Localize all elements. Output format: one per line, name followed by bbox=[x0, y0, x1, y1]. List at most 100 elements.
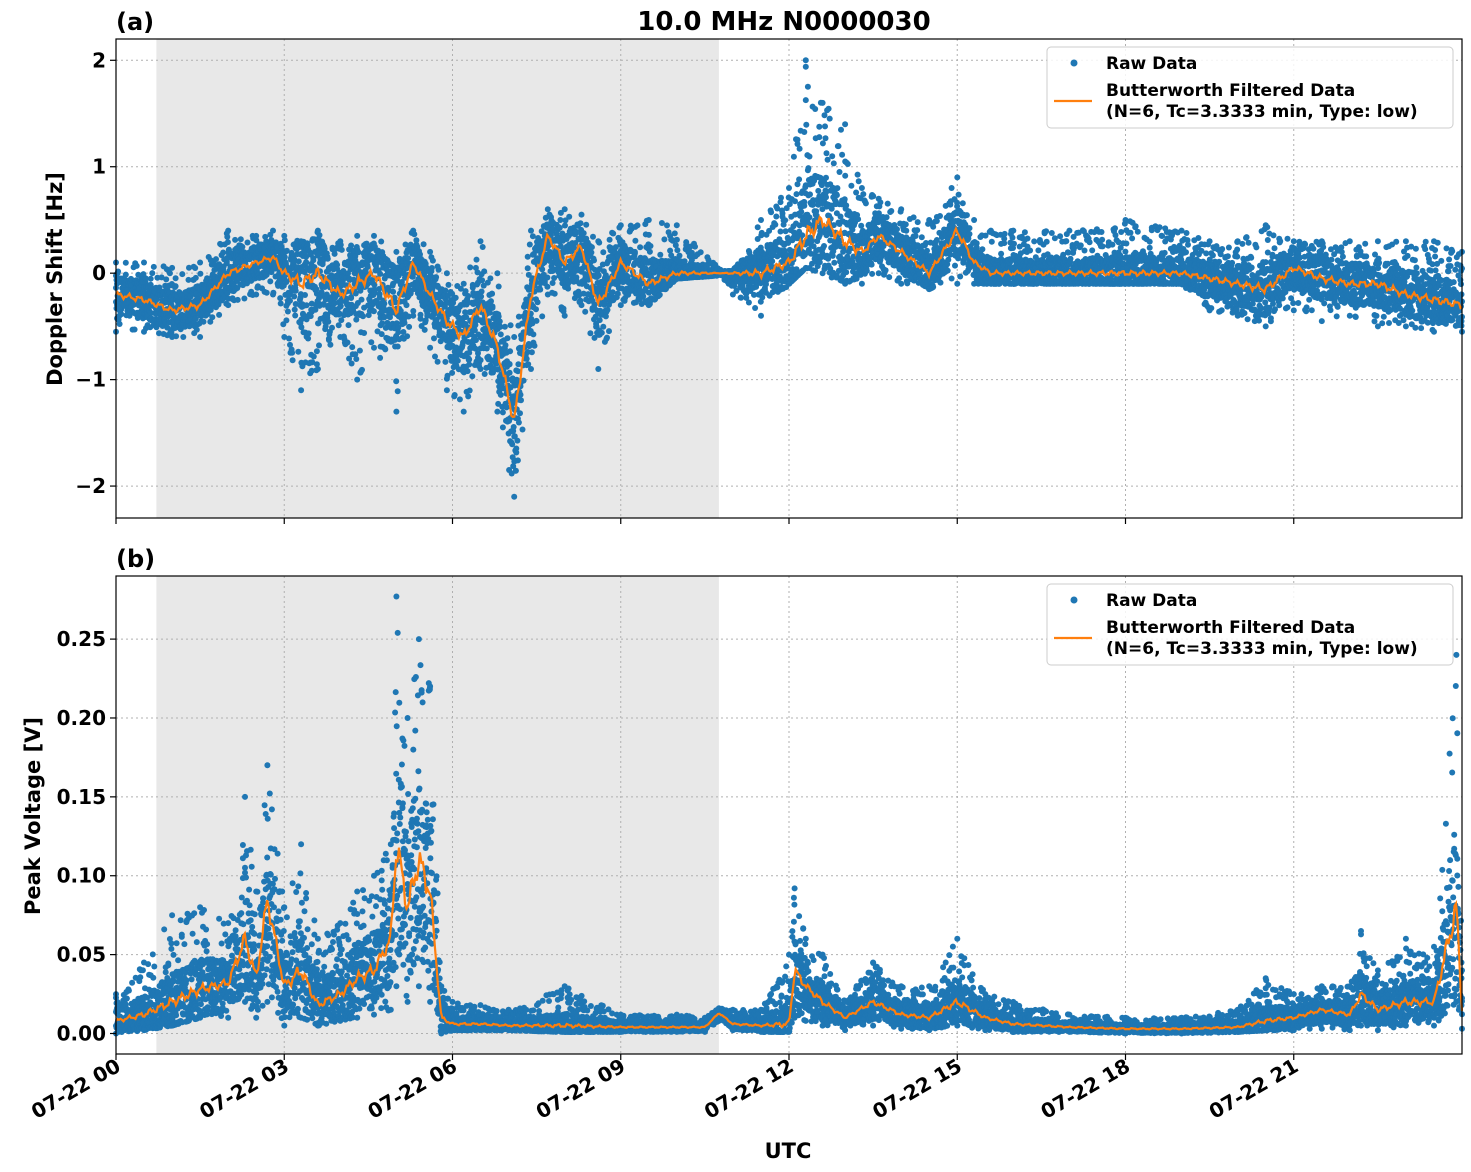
raw-data-point bbox=[557, 217, 564, 223]
raw-data-point bbox=[930, 223, 937, 230]
raw-data-point bbox=[292, 287, 299, 294]
raw-data-point bbox=[131, 326, 138, 333]
raw-data-point bbox=[150, 263, 157, 270]
raw-data-point bbox=[466, 387, 473, 394]
raw-data-point bbox=[452, 294, 459, 301]
raw-data-point bbox=[896, 275, 903, 282]
raw-data-point bbox=[792, 198, 798, 205]
raw-data-point bbox=[325, 318, 332, 325]
raw-data-point bbox=[496, 318, 503, 325]
raw-data-point bbox=[583, 221, 590, 228]
raw-data-point bbox=[364, 263, 371, 270]
raw-data-point bbox=[395, 329, 402, 336]
raw-data-point bbox=[805, 165, 812, 172]
chart-title: 10.0 MHz N0000030 bbox=[637, 7, 930, 37]
raw-data-point bbox=[517, 410, 523, 417]
raw-data-point bbox=[507, 322, 514, 329]
raw-data-point bbox=[544, 274, 551, 281]
raw-data-point bbox=[914, 227, 921, 234]
raw-data-point bbox=[344, 339, 351, 346]
raw-data-point bbox=[843, 269, 850, 276]
raw-data-point bbox=[241, 295, 248, 302]
raw-data-point bbox=[277, 295, 284, 302]
raw-data-point bbox=[796, 145, 803, 152]
raw-data-point bbox=[313, 286, 320, 293]
raw-data-point bbox=[413, 237, 420, 244]
raw-data-point bbox=[631, 248, 638, 255]
raw-data-point bbox=[479, 244, 486, 250]
raw-data-point bbox=[752, 305, 759, 311]
raw-data-point bbox=[172, 275, 179, 282]
raw-data-point bbox=[566, 213, 573, 220]
raw-data-point bbox=[368, 339, 375, 346]
raw-data-point bbox=[313, 348, 320, 355]
raw-data-point bbox=[862, 200, 869, 207]
raw-data-point bbox=[794, 136, 801, 143]
raw-data-point bbox=[954, 199, 961, 206]
raw-data-point bbox=[963, 212, 970, 219]
raw-data-point bbox=[646, 248, 653, 255]
panel-a: 210−1−2 (a) Doppler Shift [Hz] Raw Data … bbox=[43, 8, 1465, 524]
raw-data-point bbox=[869, 270, 876, 277]
raw-data-point bbox=[580, 230, 587, 237]
raw-data-point bbox=[600, 249, 607, 256]
raw-data-point bbox=[588, 244, 595, 251]
raw-data-point bbox=[348, 295, 355, 301]
raw-data-point bbox=[465, 293, 472, 299]
raw-data-point bbox=[287, 341, 293, 348]
raw-data-point bbox=[539, 313, 546, 320]
raw-data-point bbox=[464, 368, 471, 375]
raw-data-point bbox=[606, 328, 612, 335]
raw-data-point bbox=[316, 232, 323, 239]
raw-data-point bbox=[224, 239, 231, 246]
raw-data-point bbox=[477, 357, 484, 364]
raw-data-point bbox=[156, 330, 162, 337]
raw-data-point bbox=[435, 266, 442, 273]
raw-data-point bbox=[604, 306, 611, 313]
raw-data-point bbox=[835, 143, 842, 150]
raw-data-point bbox=[186, 264, 192, 271]
raw-data-point bbox=[158, 274, 165, 281]
raw-data-point bbox=[839, 151, 846, 158]
raw-data-point bbox=[821, 243, 827, 249]
raw-data-point bbox=[295, 258, 302, 265]
raw-data-point bbox=[432, 353, 438, 360]
raw-data-point bbox=[523, 355, 530, 362]
raw-data-point bbox=[296, 268, 303, 275]
raw-data-point bbox=[487, 275, 494, 282]
raw-data-point bbox=[497, 391, 504, 398]
raw-data-point bbox=[944, 267, 951, 274]
raw-data-point bbox=[349, 344, 356, 351]
raw-data-point bbox=[529, 233, 536, 240]
raw-data-point bbox=[442, 358, 449, 365]
raw-data-point bbox=[806, 214, 813, 221]
raw-data-point bbox=[506, 361, 513, 368]
raw-data-point bbox=[838, 126, 844, 133]
raw-data-point bbox=[632, 237, 639, 244]
raw-data-point bbox=[281, 254, 288, 261]
raw-data-point bbox=[289, 349, 296, 356]
raw-data-point bbox=[562, 222, 568, 229]
raw-data-point bbox=[185, 276, 192, 283]
raw-data-point bbox=[551, 275, 558, 281]
raw-data-point bbox=[223, 260, 230, 267]
raw-data-point bbox=[957, 273, 964, 280]
raw-data-point bbox=[884, 200, 891, 207]
raw-data-point bbox=[802, 97, 809, 104]
raw-data-point bbox=[287, 297, 293, 304]
raw-data-point bbox=[782, 228, 789, 235]
raw-data-point bbox=[860, 191, 867, 198]
raw-data-point bbox=[823, 150, 830, 157]
raw-data-point bbox=[802, 63, 809, 70]
raw-data-point bbox=[955, 191, 962, 198]
raw-data-point bbox=[816, 123, 823, 130]
raw-data-point bbox=[267, 278, 274, 285]
raw-data-point bbox=[914, 219, 921, 226]
raw-data-point bbox=[506, 369, 513, 376]
raw-data-point bbox=[200, 318, 207, 325]
raw-data-point bbox=[738, 294, 745, 301]
raw-data-point bbox=[754, 224, 761, 231]
raw-data-point bbox=[404, 333, 411, 340]
raw-data-point bbox=[149, 270, 156, 277]
